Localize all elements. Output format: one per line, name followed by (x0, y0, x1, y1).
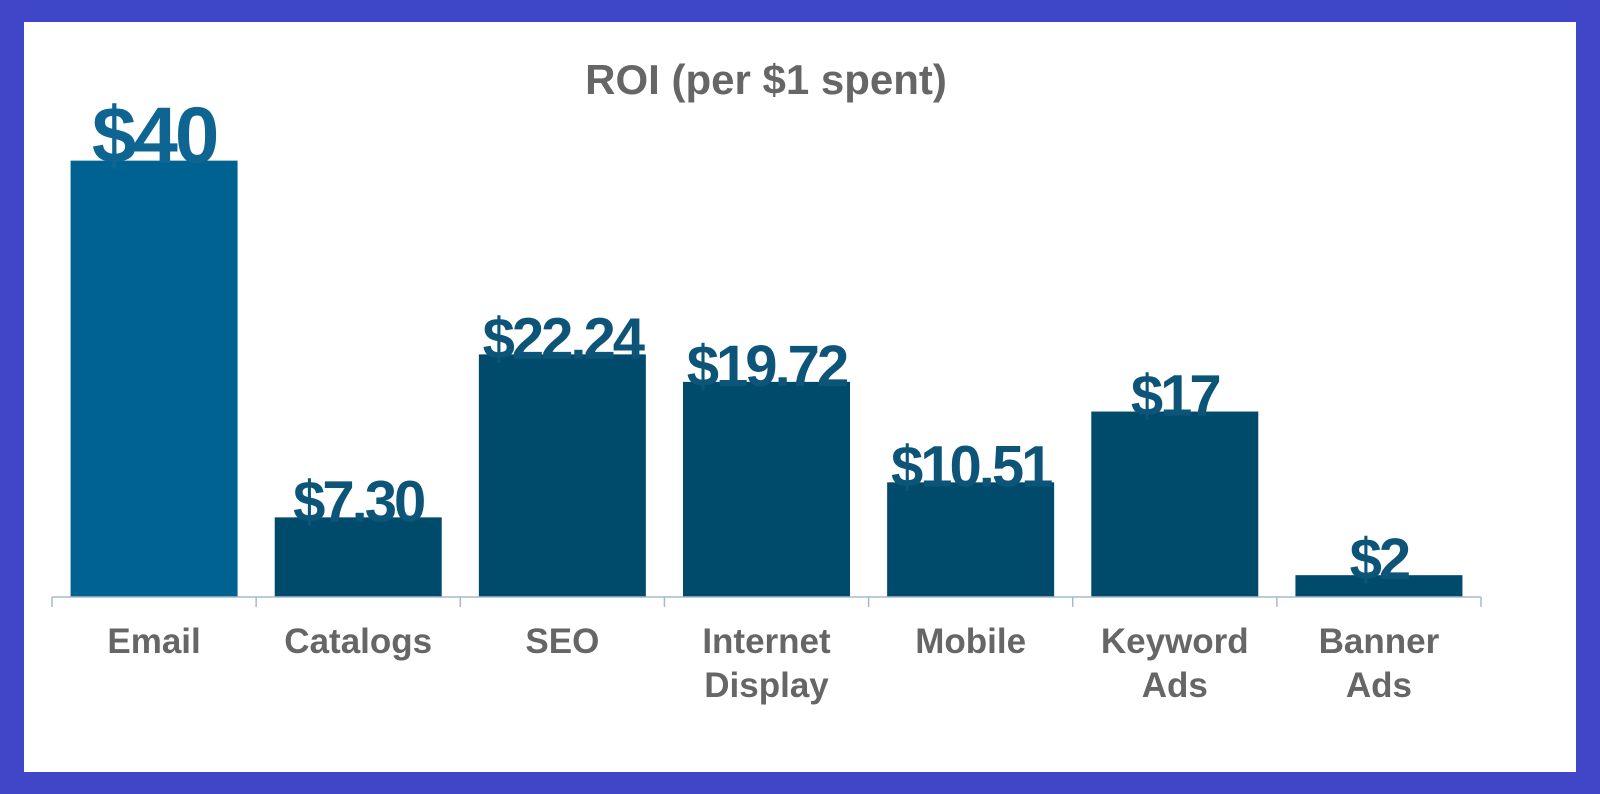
bar (1091, 411, 1259, 597)
data-label: $40 (92, 91, 217, 180)
bar-chart: ROI (per $1 spent) $40$7.30$22.24 $19.72$… (51, 56, 1482, 705)
category-label: Internet Display (702, 622, 831, 705)
category-label: Keyword Ads (1101, 622, 1249, 705)
bar (887, 482, 1055, 597)
bar (1295, 575, 1463, 597)
category-label: Catalogs (284, 622, 432, 661)
category-label: Mobile (915, 622, 1026, 661)
bar (478, 354, 646, 597)
data-label: $10.51 (891, 434, 1052, 499)
category-label: Email (107, 622, 200, 661)
bar (683, 381, 850, 597)
bar (70, 160, 238, 598)
category-label: Banner Ads (1319, 622, 1440, 705)
category-labels: Email Catalogs SEO Internet Display Mobile Key… (107, 622, 1439, 705)
chart-frame: ROI (per $1 spent) $40 $7.30 $22.24 $19.72 $… (24, 22, 1576, 772)
value-labels: $40 $7.30 $22.24 $19.72 $10.51 $17 $2 (92, 91, 1412, 593)
chart-title: ROI (per $1 spent) (585, 56, 947, 103)
x-axis (51, 596, 1482, 607)
data-label: $17 (1131, 364, 1220, 429)
data-label: $7.30 (293, 469, 424, 534)
category-label: SEO (525, 622, 599, 661)
data-label: $19.72 (687, 334, 847, 399)
data-label: $2 (1350, 527, 1409, 592)
bar (274, 517, 442, 597)
bars-layer (70, 160, 1463, 598)
data-label: $22.24 (483, 306, 645, 371)
